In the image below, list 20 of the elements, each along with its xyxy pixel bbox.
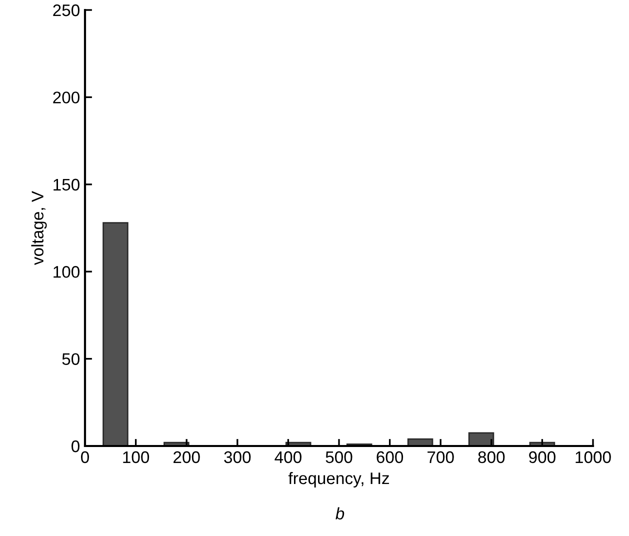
- y-tick-label: 200: [53, 92, 80, 104]
- x-tick-label: 400: [274, 451, 302, 464]
- y-axis-title: voltage, V: [31, 191, 47, 265]
- x-tick-label: 200: [174, 451, 200, 464]
- y-tick-label: 50: [62, 353, 80, 366]
- x-tick-label: 300: [224, 451, 251, 464]
- x-tick-label: 600: [376, 451, 404, 464]
- x-axis-title: frequency, Hz: [288, 472, 389, 488]
- x-tick-label: 900: [529, 451, 556, 464]
- x-tick-label: 1000: [576, 451, 611, 464]
- x-tick-label: 800: [478, 451, 505, 464]
- x-tick-label: 500: [326, 451, 352, 464]
- x-tick-label: 0: [81, 451, 89, 464]
- y-tick-label: 150: [54, 178, 80, 191]
- y-tick-label: 0: [72, 440, 80, 452]
- x-tick-label: 100: [123, 451, 150, 464]
- y-tick-label: 250: [53, 4, 80, 16]
- y-tick-label: 100: [54, 266, 80, 278]
- x-tick-label: 700: [428, 451, 454, 464]
- text: b: [336, 507, 344, 520]
